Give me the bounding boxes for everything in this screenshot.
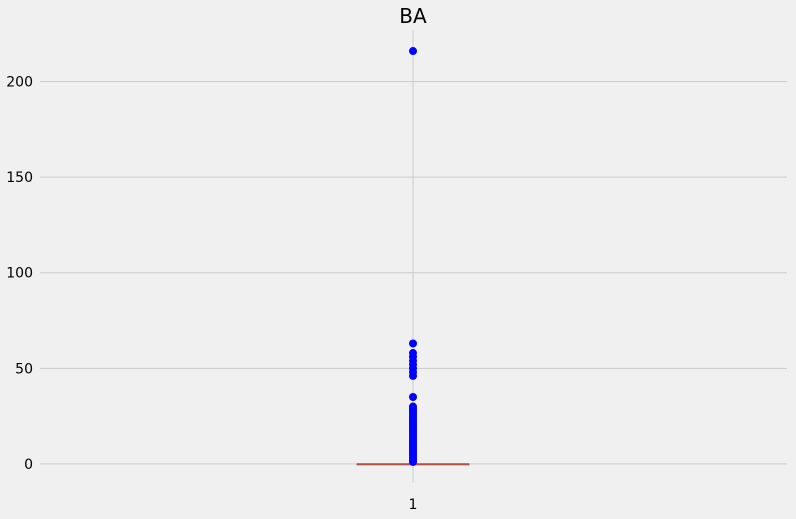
outlier-point [409,371,417,380]
outlier-point [409,457,417,466]
outlier-point [409,47,417,56]
chart-title: BA [399,4,427,28]
x-tick-label: 1 [409,497,418,513]
y-tick-label: 200 [6,75,33,91]
y-tick-label: 100 [6,266,33,282]
y-tick-label: 0 [24,457,33,473]
tick-layer: 0 50 100 150 200 1 [6,75,417,513]
y-tick-label: 50 [15,361,33,377]
outlier-point [409,339,417,348]
outlier-layer [409,47,417,466]
y-tick-label: 150 [6,170,33,186]
outlier-point [409,392,417,401]
grid-layer [40,30,787,483]
